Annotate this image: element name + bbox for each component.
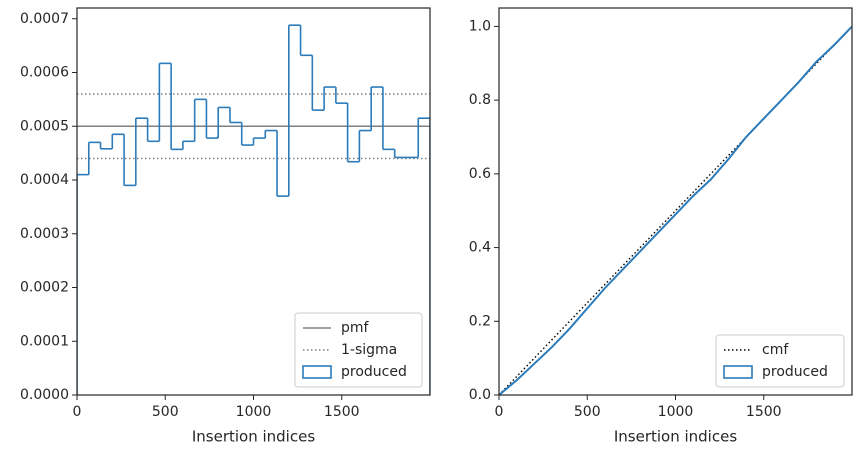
y-tick-label: 0.0004: [20, 172, 69, 188]
y-tick-label: 0.6: [469, 166, 491, 182]
y-tick-label: 1.0: [469, 18, 491, 34]
plot-area: [499, 25, 852, 395]
y-tick-label: 0.0001: [20, 333, 69, 349]
y-tick-label: 0.8: [469, 92, 491, 108]
x-axis-label: Insertion indices: [614, 428, 737, 446]
axes: 0 500 1000 1500 0.0 0.2 0.4 0.6 0.8 1.0 Insertion …: [469, 7, 853, 446]
x-tick-label: 0: [73, 404, 82, 420]
legend-box: [715, 334, 845, 388]
legend: pmf 1-sigma produced: [294, 312, 423, 388]
x-tick-label: 1500: [324, 404, 360, 420]
y-tick-label: 0.0005: [20, 118, 69, 134]
y-tick-label: 0.4: [469, 240, 491, 256]
legend-box: [294, 312, 423, 388]
y-tick-label: 0.0002: [20, 280, 69, 296]
x-tick-label: 1000: [658, 404, 694, 420]
x-tick-label: 500: [574, 404, 601, 420]
x-axis-label: Insertion indices: [192, 428, 315, 446]
legend-swatch: [302, 365, 332, 379]
legend: cmf produced: [715, 334, 845, 388]
legend-label: produced: [762, 364, 828, 380]
x-tick-label: 1500: [746, 404, 782, 420]
x-tick-label: 1000: [236, 404, 272, 420]
data-line: [499, 25, 852, 395]
y-tick-label: 0.0000: [20, 387, 69, 403]
y-tick-label: 0.2: [469, 313, 491, 329]
y-tick-label: 0.0007: [20, 11, 69, 27]
legend-label: pmf: [341, 320, 370, 336]
legend-label: 1-sigma: [341, 342, 397, 358]
legend-label: cmf: [762, 342, 789, 358]
y-tick-label: 0.0: [469, 387, 491, 403]
plot-area: [77, 24, 430, 395]
y-tick-label: 0.0006: [20, 65, 69, 81]
legend-label: produced: [341, 364, 407, 380]
axes-frame: [498, 7, 853, 396]
legend-swatch: [723, 365, 753, 379]
x-tick-label: 500: [152, 404, 179, 420]
y-tick-label: 0.0003: [20, 226, 69, 242]
x-tick-label: 0: [495, 404, 504, 420]
axes: 0 500 1000 1500 0.0000 0.0001 0.0002 0.0003 0.00…: [20, 7, 431, 446]
axes-frame: [76, 7, 431, 396]
